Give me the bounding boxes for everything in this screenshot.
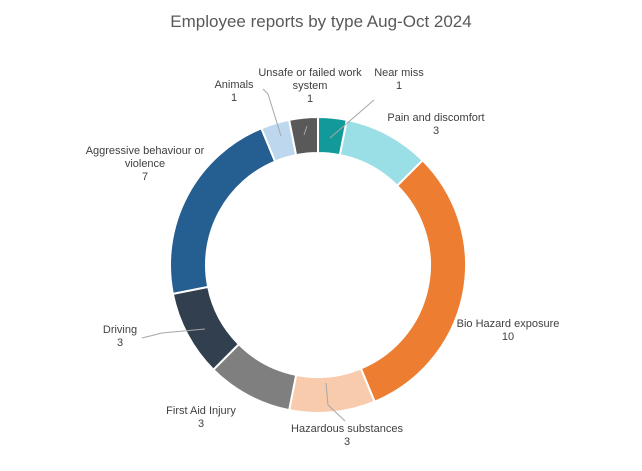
data-label-name: Pain and discomfort	[387, 112, 484, 124]
data-label-value: 1	[396, 80, 402, 92]
data-label-value: 1	[307, 93, 313, 105]
chart-title: Employee reports by type Aug-Oct 2024	[170, 12, 472, 31]
data-label-8: Animals 1	[214, 79, 254, 104]
data-label-name: Driving	[103, 324, 137, 336]
data-label-value: 7	[142, 171, 148, 183]
data-label-name: Bio Hazard exposure	[457, 318, 560, 330]
data-label-1: Near miss 1	[374, 67, 424, 92]
leader-line-9	[303, 125, 308, 136]
data-label-value: 3	[433, 125, 439, 137]
leader-line-6	[141, 328, 206, 339]
data-label-6: Driving 3	[103, 324, 137, 349]
data-label-name: Animals	[214, 79, 254, 91]
data-label-name: First Aid Injury	[166, 405, 236, 417]
data-label-9: Unsafe or failed work system 1	[258, 67, 362, 105]
leader-line-4	[325, 382, 346, 422]
data-label-value: 10	[502, 331, 514, 343]
data-label-3: Bio Hazard exposure 10	[457, 318, 560, 343]
leader-line-1	[329, 99, 375, 139]
data-label-5: First Aid Injury 3	[166, 405, 236, 430]
data-label-value: 3	[117, 337, 123, 349]
donut-slice-4	[287, 367, 376, 414]
data-label-value: 1	[231, 92, 237, 104]
data-label-name: Hazardous substances	[291, 423, 403, 435]
data-label-name: violence	[125, 158, 165, 170]
data-label-name: system	[293, 80, 328, 92]
data-label-2: Pain and discomfort 3	[387, 112, 484, 137]
data-label-name: Near miss	[374, 67, 424, 79]
data-label-name: Unsafe or failed work	[258, 67, 362, 79]
leader-line-8	[262, 88, 282, 137]
data-label-name: Aggressive behaviour or	[86, 145, 205, 157]
data-label-4: Hazardous substances 3	[291, 423, 403, 448]
data-label-7: Aggressive behaviour or violence 7	[86, 145, 205, 183]
data-label-value: 3	[344, 436, 350, 448]
donut-slice-9	[287, 115, 319, 157]
donut-slice-3	[359, 158, 467, 404]
data-label-value: 3	[198, 418, 204, 430]
